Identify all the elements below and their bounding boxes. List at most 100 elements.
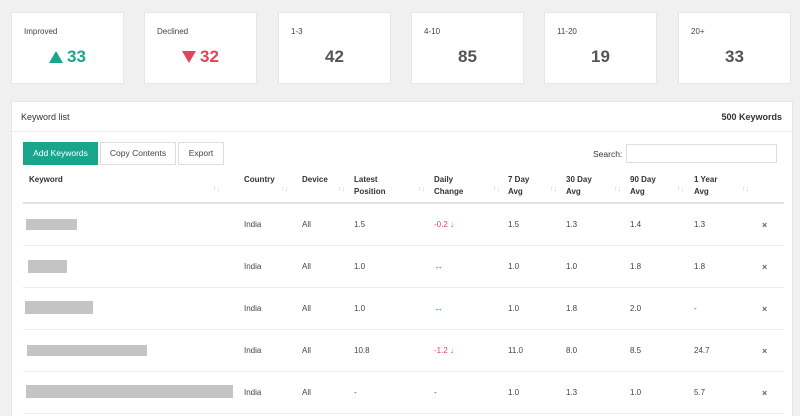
avg-90-cell: 2.0: [630, 304, 642, 313]
column-header-7-day-avg[interactable]: 7 Day Avg: [508, 175, 530, 196]
table-header: Keyword ↑↓ Country ↑↓ Device ↑↓ Latest P…: [23, 173, 784, 204]
card-value: 19: [591, 47, 610, 66]
card-value: 85: [458, 47, 477, 66]
avg-90-cell: 1.0: [630, 388, 642, 397]
country-cell: India: [244, 262, 262, 271]
table-row: India All 1.5 -0.2 ↓ 1.5 1.3 1.4 1.3 ×: [23, 204, 784, 246]
card-improved: Improved 33: [11, 12, 124, 84]
delete-icon[interactable]: ×: [762, 262, 768, 272]
no-change-icon: ↔: [434, 261, 443, 271]
avg-30-cell: 1.8: [566, 304, 578, 313]
avg-7-cell: 1.0: [508, 262, 520, 271]
column-header-country[interactable]: Country: [244, 175, 275, 184]
card-label: Improved: [24, 27, 58, 36]
daily-change-cell: -0.2 ↓: [434, 220, 455, 229]
avg-30-cell: 8.0: [566, 346, 578, 355]
sort-icon[interactable]: ↑↓: [418, 186, 425, 193]
column-header-daily-change[interactable]: Daily Change: [434, 175, 464, 196]
card-value: 33: [12, 47, 123, 67]
column-header-1-year-avg[interactable]: 1 Year Avg: [694, 175, 718, 196]
device-cell: All: [302, 346, 311, 355]
device-cell: All: [302, 262, 311, 271]
keyword-redacted: [27, 345, 147, 356]
no-change-icon: ↔: [434, 303, 443, 313]
card-label: 4-10: [424, 27, 441, 36]
card-label: 1-3: [291, 27, 303, 36]
latest-position-cell: 1.5: [354, 220, 366, 229]
avg-7-cell: 11.0: [508, 346, 523, 355]
avg-7-cell: 1.0: [508, 304, 520, 313]
panel-header: Keyword list 500 Keywords: [12, 102, 792, 132]
avg-1y-cell: 1.3: [694, 220, 706, 229]
table-row: India All 1.0 ↔ 1.0 1.8 2.0 - ×: [23, 288, 784, 330]
country-cell: India: [244, 304, 262, 313]
export-button[interactable]: Export: [178, 142, 224, 165]
latest-position-cell: 1.0: [354, 262, 366, 271]
keyword-redacted: [26, 219, 77, 230]
sort-icon[interactable]: ↑↓: [742, 186, 749, 193]
avg-90-cell: 8.5: [630, 346, 642, 355]
triangle-down-icon: [182, 51, 197, 63]
avg-30-cell: 1.3: [566, 388, 578, 397]
card-range-4-10: 4-10 85: [411, 12, 524, 84]
column-header-keyword[interactable]: Keyword: [29, 175, 63, 184]
add-keywords-button[interactable]: Add Keywords: [23, 142, 98, 165]
sort-icon[interactable]: ↑↓: [493, 186, 500, 193]
card-value: 42: [325, 47, 344, 66]
avg-30-cell: 1.0: [566, 262, 578, 271]
declined-count: 32: [200, 47, 219, 66]
device-cell: All: [302, 220, 311, 229]
column-header-latest-position[interactable]: Latest Position: [354, 175, 386, 196]
column-header-30-day-avg[interactable]: 30 Day Avg: [566, 175, 592, 196]
triangle-up-icon: [49, 51, 64, 63]
search-label: Search:: [593, 149, 623, 159]
delete-icon[interactable]: ×: [762, 346, 768, 356]
sort-icon[interactable]: ↑↓: [281, 186, 288, 193]
sort-icon[interactable]: ↑↓: [550, 186, 557, 193]
copy-contents-button[interactable]: Copy Contents: [100, 142, 176, 165]
card-label: Declined: [157, 27, 189, 36]
keyword-list-panel: Keyword list 500 Keywords Add Keywords C…: [11, 101, 793, 416]
panel-title: Keyword list: [21, 112, 70, 122]
column-header-90-day-avg[interactable]: 90 Day Avg: [630, 175, 656, 196]
card-label: 11-20: [557, 27, 577, 36]
sort-icon[interactable]: ↑↓: [614, 186, 621, 193]
keyword-redacted: [25, 301, 93, 314]
summary-cards: Improved 33 Declined 32 1-3 42 4-10 85 1…: [11, 12, 793, 84]
sort-icon[interactable]: ↑↓: [338, 186, 345, 193]
sort-icon[interactable]: ↑↓: [677, 186, 684, 193]
delete-icon[interactable]: ×: [762, 388, 768, 398]
country-cell: India: [244, 388, 262, 397]
keyword-count: 500 Keywords: [721, 112, 782, 122]
avg-1y-cell: -: [694, 304, 697, 313]
improved-count: 33: [67, 47, 86, 66]
daily-change-cell: -1.2 ↓: [434, 346, 455, 355]
table-row: India All 1.0 ↔ 1.0 1.0 1.8 1.8 ×: [23, 246, 784, 288]
device-cell: All: [302, 304, 311, 313]
card-value: 32: [145, 47, 256, 67]
column-header-device[interactable]: Device: [302, 175, 328, 184]
avg-90-cell: 1.8: [630, 262, 642, 271]
card-range-11-20: 11-20 19: [544, 12, 657, 84]
latest-position-cell: 10.8: [354, 346, 370, 355]
avg-7-cell: 1.5: [508, 220, 520, 229]
avg-1y-cell: 1.8: [694, 262, 706, 271]
search-input[interactable]: [626, 144, 777, 163]
avg-7-cell: 1.0: [508, 388, 520, 397]
daily-change-cell: -: [434, 388, 437, 397]
delete-icon[interactable]: ×: [762, 220, 768, 230]
sort-icon[interactable]: ↑↓: [213, 186, 220, 193]
avg-30-cell: 1.3: [566, 220, 578, 229]
country-cell: India: [244, 346, 262, 355]
card-value: 33: [725, 47, 744, 66]
country-cell: India: [244, 220, 262, 229]
avg-1y-cell: 5.7: [694, 388, 706, 397]
card-declined: Declined 32: [144, 12, 257, 84]
card-range-1-3: 1-3 42: [278, 12, 391, 84]
device-cell: All: [302, 388, 311, 397]
card-range-20-plus: 20+ 33: [678, 12, 791, 84]
latest-position-cell: -: [354, 388, 357, 397]
table-row: India All 10.8 -1.2 ↓ 11.0 8.0 8.5 24.7 …: [23, 330, 784, 372]
table-row: India All - - 1.0 1.3 1.0 5.7 ×: [23, 372, 784, 414]
delete-icon[interactable]: ×: [762, 304, 768, 314]
